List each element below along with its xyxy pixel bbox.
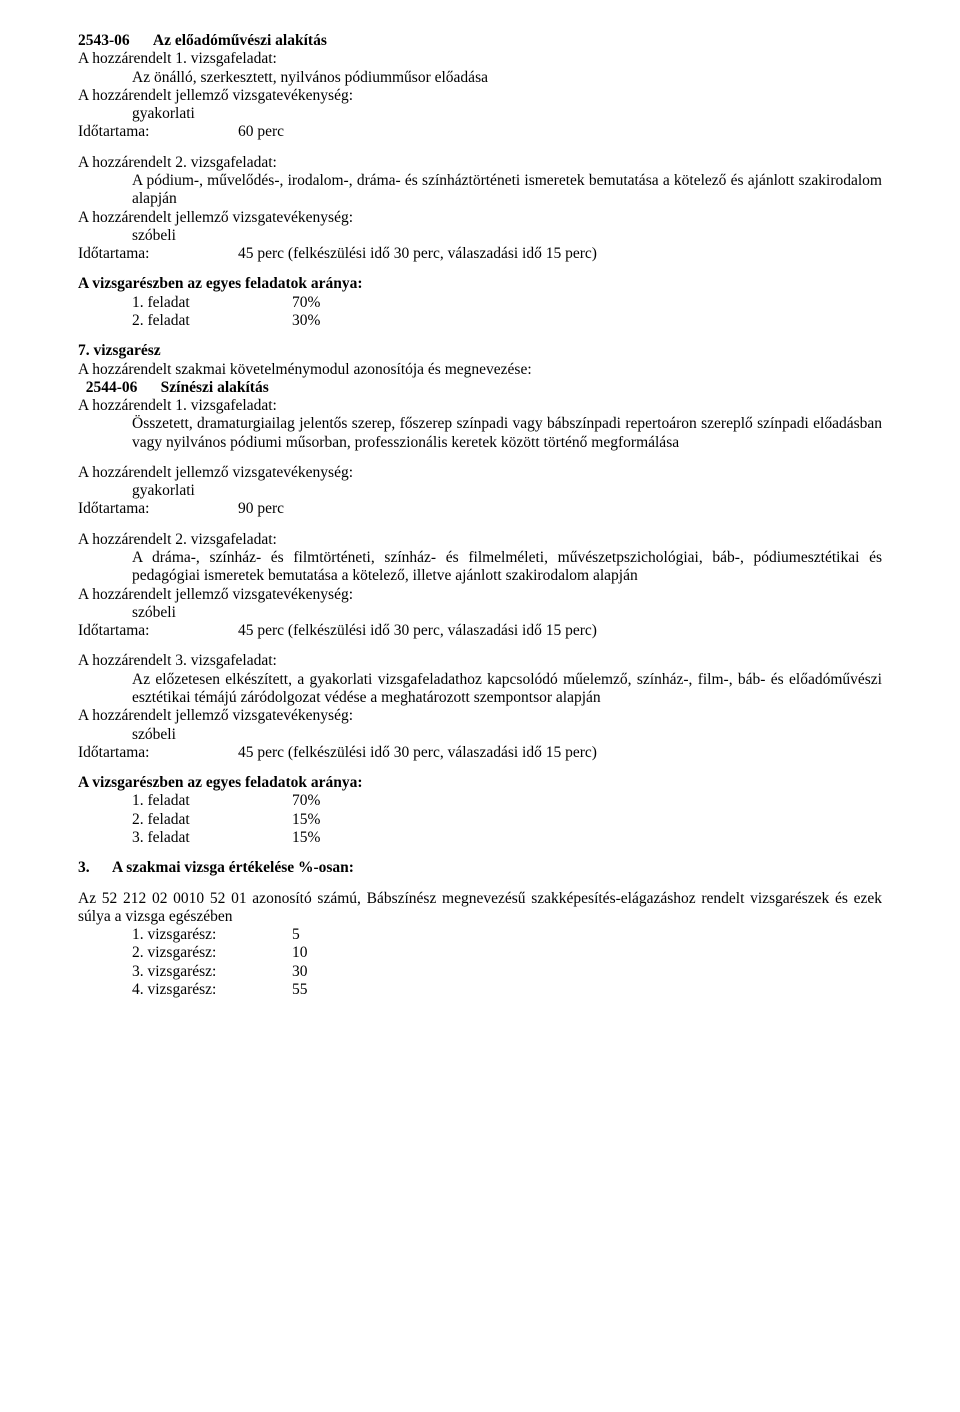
s7-task3-desc: Az előzetesen elkészített, a gyakorlati … [132, 671, 882, 708]
weight-value: 30% [292, 312, 320, 330]
s7-task3-duration-label: Időtartama: [78, 744, 238, 762]
task2-desc: A pódium-, művelődés-, irodalom-, dráma-… [132, 172, 882, 209]
eval-row: 2. vizsgarész: 10 [132, 944, 882, 962]
task2-duration-value: 45 perc (felkészülési idő 30 perc, válas… [238, 245, 597, 263]
s7-task1-duration-row: Időtartama: 90 perc [78, 500, 882, 518]
weight-label: 1. feladat [132, 792, 292, 810]
s7-task2-duration-label: Időtartama: [78, 622, 238, 640]
weight-value: 70% [292, 792, 320, 810]
section3-header: 3. A szakmai vizsga értékelése %-osan: [78, 859, 882, 877]
s7-task1-activity-heading: A hozzárendelt jellemző vizsgatevékenysé… [78, 464, 882, 482]
s7-task3-activity-heading: A hozzárendelt jellemző vizsgatevékenysé… [78, 707, 882, 725]
page-container: 2543-06 Az előadóművészi alakítás A hozz… [0, 0, 960, 1412]
weight-row: 2. feladat 30% [132, 312, 882, 330]
eval-value: 10 [292, 944, 308, 962]
weight-value: 15% [292, 829, 320, 847]
eval-row: 3. vizsgarész: 30 [132, 963, 882, 981]
weight-value: 70% [292, 294, 320, 312]
module-code-2544: 2544-06 [86, 379, 138, 396]
eval-label: 3. vizsgarész: [132, 963, 292, 981]
eval-row: 4. vizsgarész: 55 [132, 981, 882, 999]
eval-label: 1. vizsgarész: [132, 926, 292, 944]
s7-task3-activity: szóbeli [132, 726, 882, 744]
weight-row: 3. feladat 15% [132, 829, 882, 847]
section3-num: 3. [78, 859, 90, 876]
task1-activity-heading: A hozzárendelt jellemző vizsgatevékenysé… [78, 87, 882, 105]
task1-duration-row: Időtartama: 60 perc [78, 123, 882, 141]
task2-duration-row: Időtartama: 45 perc (felkészülési idő 30… [78, 245, 882, 263]
eval-label: 4. vizsgarész: [132, 981, 292, 999]
s7-task2-heading: A hozzárendelt 2. vizsgafeladat: [78, 531, 882, 549]
s7-task2-activity-heading: A hozzárendelt jellemző vizsgatevékenysé… [78, 586, 882, 604]
s7-task1-duration-value: 90 perc [238, 500, 284, 518]
task1-activity: gyakorlati [132, 105, 882, 123]
module-code: 2543-06 [78, 32, 130, 49]
eval-value: 30 [292, 963, 308, 981]
s7-task3-duration-value: 45 perc (felkészülési idő 30 perc, válas… [238, 744, 597, 762]
task2-heading: A hozzárendelt 2. vizsgafeladat: [78, 154, 882, 172]
weight-label: 3. feladat [132, 829, 292, 847]
task1-desc: Az önálló, szerkesztett, nyilvános pódiu… [132, 69, 882, 87]
module-header-2543: 2543-06 Az előadóművészi alakítás [78, 32, 882, 50]
weight-label: 1. feladat [132, 294, 292, 312]
task2-activity-heading: A hozzárendelt jellemző vizsgatevékenysé… [78, 209, 882, 227]
weight-row: 2. feladat 15% [132, 811, 882, 829]
task1-heading: A hozzárendelt 1. vizsgafeladat: [78, 50, 882, 68]
weight-label: 2. feladat [132, 312, 292, 330]
task1-duration-label: Időtartama: [78, 123, 238, 141]
module-title: Az előadóművészi alakítás [153, 32, 327, 49]
section7-title: 7. vizsgarész [78, 342, 882, 360]
weights-heading-s7: A vizsgarészben az egyes feladatok arány… [78, 774, 882, 792]
weight-label: 2. feladat [132, 811, 292, 829]
s7-task1-duration-label: Időtartama: [78, 500, 238, 518]
weight-row: 1. feladat 70% [132, 294, 882, 312]
task2-activity: szóbeli [132, 227, 882, 245]
s7-task3-heading: A hozzárendelt 3. vizsgafeladat: [78, 652, 882, 670]
weights-heading-2543: A vizsgarészben az egyes feladatok arány… [78, 275, 882, 293]
eval-value: 55 [292, 981, 308, 999]
s7-task1-heading: A hozzárendelt 1. vizsgafeladat: [78, 397, 882, 415]
module-header-2544: 2544-06 Színészi alakítás [78, 379, 882, 397]
s7-task2-duration-value: 45 perc (felkészülési idő 30 perc, válas… [238, 622, 597, 640]
s7-task2-desc: A dráma-, színház- és filmtörténeti, szí… [132, 549, 882, 586]
s7-task2-activity: szóbeli [132, 604, 882, 622]
s7-task1-desc: Összetett, dramaturgiailag jelentős szer… [132, 415, 882, 452]
weight-row: 1. feladat 70% [132, 792, 882, 810]
eval-row: 1. vizsgarész: 5 [132, 926, 882, 944]
task2-duration-label: Időtartama: [78, 245, 238, 263]
eval-value: 5 [292, 926, 300, 944]
s7-task1-activity: gyakorlati [132, 482, 882, 500]
s7-task2-duration-row: Időtartama: 45 perc (felkészülési idő 30… [78, 622, 882, 640]
s7-task3-duration-row: Időtartama: 45 perc (felkészülési idő 30… [78, 744, 882, 762]
section3-paragraph: Az 52 212 02 0010 52 01 azonosító számú,… [78, 890, 882, 927]
weight-value: 15% [292, 811, 320, 829]
section3-title: A szakmai vizsga értékelése %-osan: [112, 859, 354, 876]
eval-label: 2. vizsgarész: [132, 944, 292, 962]
section7-module-line: A hozzárendelt szakmai követelménymodul … [78, 361, 882, 379]
module-title-2544: Színészi alakítás [161, 379, 269, 396]
task1-duration-value: 60 perc [238, 123, 284, 141]
